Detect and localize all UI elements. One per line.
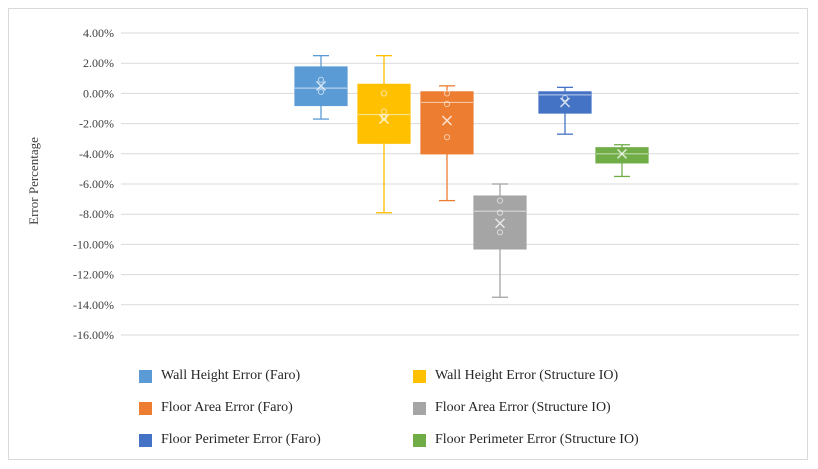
y-tick-label: 0.00% xyxy=(83,86,114,100)
y-tick-label: -10.00% xyxy=(73,237,114,251)
legend-swatch xyxy=(413,369,426,383)
legend-swatch xyxy=(413,401,426,415)
box-series xyxy=(294,55,649,298)
y-tick-label: -4.00% xyxy=(79,147,114,161)
legend-item: Floor Perimeter Error (Structure IO) xyxy=(413,429,713,451)
y-tick-label: -2.00% xyxy=(79,117,114,131)
legend-swatch xyxy=(413,433,426,447)
mean-marker xyxy=(494,218,506,229)
y-tick-label: -6.00% xyxy=(79,177,114,191)
mean-marker xyxy=(315,80,327,91)
box-plot xyxy=(473,183,527,298)
mean-marker xyxy=(616,148,628,159)
legend-label: Floor Perimeter Error (Faro) xyxy=(161,432,321,447)
data-point xyxy=(496,197,504,204)
data-point xyxy=(443,90,451,97)
data-point xyxy=(443,134,451,141)
box-plot xyxy=(357,55,411,214)
data-point xyxy=(380,108,388,115)
legend-item: Floor Perimeter Error (Faro) xyxy=(139,429,413,451)
legend-label: Wall Height Error (Faro) xyxy=(161,368,301,383)
data-point xyxy=(496,229,504,236)
gridlines xyxy=(121,32,799,336)
data-point xyxy=(443,100,451,108)
legend-label: Floor Area Error (Faro) xyxy=(161,400,293,415)
data-point xyxy=(317,88,325,95)
y-axis-title: Error Percentage xyxy=(26,137,41,225)
legend-item: Wall Height Error (Structure IO) xyxy=(413,365,713,387)
box-plot xyxy=(294,55,348,120)
legend-item: Floor Area Error (Faro) xyxy=(139,397,413,419)
legend-label: Floor Perimeter Error (Structure IO) xyxy=(435,432,639,447)
mean-marker xyxy=(441,115,453,126)
plot-area: 4.00% 2.00% 0.00% -2.00% -4.00% -6.00% -8.00% -… xyxy=(26,26,799,342)
legend-label: Wall Height Error (Structure IO) xyxy=(435,368,619,383)
y-tick-label: 4.00% xyxy=(83,26,114,40)
data-point xyxy=(317,76,325,83)
y-tick-label: 2.00% xyxy=(83,56,114,70)
y-tick-label: -14.00% xyxy=(73,298,114,312)
box-plot xyxy=(595,144,649,178)
mean-marker xyxy=(559,97,571,108)
box xyxy=(595,147,649,164)
box-plot xyxy=(538,86,592,135)
y-tick-label: -8.00% xyxy=(79,207,114,221)
legend: Wall Height Error (Faro) Wall Height Err… xyxy=(139,365,739,451)
data-point xyxy=(496,209,504,216)
legend-swatch xyxy=(139,401,152,415)
box xyxy=(357,83,411,144)
data-point xyxy=(380,114,388,121)
legend-swatch xyxy=(139,433,152,447)
chart-area: 4.00% 2.00% 0.00% -2.00% -4.00% -6.00% -8.00% -… xyxy=(8,8,808,460)
legend-item: Wall Height Error (Faro) xyxy=(139,365,413,387)
y-tick-labels: 4.00% 2.00% 0.00% -2.00% -4.00% -6.00% -8.00% -… xyxy=(73,26,114,342)
legend-item: Floor Area Error (Structure IO) xyxy=(413,397,713,419)
legend-label: Floor Area Error (Structure IO) xyxy=(435,400,611,415)
mean-marker xyxy=(378,114,390,125)
y-tick-label: -12.00% xyxy=(73,268,114,282)
data-point xyxy=(561,94,569,102)
y-tick-label: -16.00% xyxy=(73,328,114,342)
legend-swatch xyxy=(139,369,152,383)
box-plot xyxy=(420,85,474,202)
data-point xyxy=(380,90,388,97)
